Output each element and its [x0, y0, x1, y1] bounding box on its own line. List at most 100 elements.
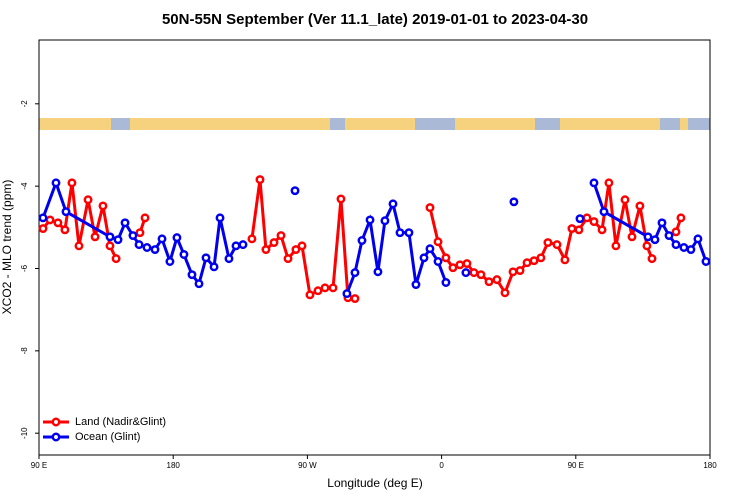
data-point: [313, 286, 323, 296]
data-point: [134, 240, 144, 250]
y-tick-label: -6: [20, 264, 29, 272]
data-point: [209, 262, 219, 272]
data-point: [469, 268, 479, 278]
land-ocean-strip: [39, 118, 710, 130]
data-point: [455, 260, 465, 270]
data-point: [38, 213, 48, 223]
data-point: [657, 218, 667, 228]
data-point: [529, 256, 539, 266]
data-point: [582, 213, 592, 223]
legend-label: Ocean (Glint): [75, 431, 140, 443]
data-point: [476, 270, 486, 280]
data-point: [441, 278, 451, 287]
data-point: [297, 241, 307, 251]
data-point: [567, 224, 577, 234]
data-point: [224, 254, 234, 264]
data-point: [589, 217, 599, 227]
data-point: [508, 267, 518, 277]
data-point: [448, 263, 458, 273]
data-point: [113, 235, 123, 245]
data-point: [433, 237, 443, 247]
data-point: [51, 178, 61, 188]
chart-title: 50N-55N September (Ver 11.1_late) 2019-0…: [162, 11, 588, 28]
data-point: [320, 283, 330, 293]
data-point: [676, 213, 686, 223]
plot-layer: 90 E 180 90 W 0 90 E 180 -10 -8 -6 -4 -2 Land (Nadi…: [20, 100, 717, 470]
data-point: [45, 215, 55, 225]
data-point: [255, 175, 265, 185]
data-point: [693, 234, 703, 244]
y-axis-label: XCO2 - MLO trend (ppm): [0, 180, 14, 315]
data-point: [574, 225, 584, 235]
data-point: [269, 238, 279, 248]
data-point: [509, 197, 519, 207]
data-point: [642, 241, 652, 251]
data-point: [283, 254, 293, 264]
data-point: [120, 218, 130, 228]
data-point: [671, 227, 681, 237]
y-tick-label: -10: [20, 427, 29, 439]
data-point: [247, 234, 257, 244]
data-point: [336, 194, 346, 204]
x-tick-label: 90 W: [298, 461, 317, 470]
data-point: [187, 270, 197, 280]
data-point: [500, 288, 510, 298]
data-point: [90, 232, 100, 242]
data-point: [194, 279, 204, 289]
data-point: [650, 235, 660, 245]
data-point: [83, 195, 93, 205]
y-tick-label: -8: [20, 347, 29, 355]
data-point: [172, 233, 182, 243]
data-point: [67, 178, 77, 188]
data-point: [350, 294, 360, 304]
data-point: [589, 178, 599, 188]
data-point: [395, 228, 405, 238]
data-point: [140, 213, 150, 223]
data-point: [419, 253, 429, 263]
data-point: [635, 201, 645, 211]
data-point: [231, 241, 241, 251]
data-point: [552, 240, 562, 250]
data-point: [135, 228, 145, 238]
data-point: [373, 267, 383, 277]
y-tick-label: -2: [20, 100, 29, 108]
data-point: [686, 245, 696, 255]
x-tick-label: 90 E: [568, 461, 584, 470]
data-point: [157, 234, 167, 244]
data-point: [425, 244, 435, 254]
data-point: [142, 243, 152, 252]
data-point: [350, 268, 360, 278]
data-point: [201, 253, 211, 263]
plot-frame: [38, 39, 711, 456]
data-point: [462, 259, 472, 269]
data-point: [664, 231, 674, 241]
data-point: [461, 268, 471, 278]
data-point: [291, 245, 301, 255]
data-point: [105, 241, 115, 251]
data-point: [179, 250, 189, 259]
data-point: [60, 225, 70, 235]
data-point: [98, 201, 108, 211]
data-point: [38, 224, 48, 234]
data-point: [215, 213, 225, 223]
data-point: [365, 215, 375, 225]
data-point: [627, 232, 637, 242]
legend-label: Land (Nadir&Glint): [75, 416, 166, 428]
data-point: [128, 231, 138, 241]
data-point: [611, 241, 621, 251]
data-point: [380, 216, 390, 226]
data-point: [599, 207, 609, 217]
data-point: [411, 280, 421, 290]
data-point: [105, 232, 115, 242]
data-point: [61, 207, 71, 217]
data-point: [53, 218, 63, 228]
data-point: [575, 214, 585, 224]
data-point: [522, 258, 532, 268]
data-point: [560, 255, 570, 265]
series-line: [428, 182, 654, 297]
data-point: [701, 257, 711, 266]
legend-marker: [51, 432, 61, 442]
data-point: [647, 254, 657, 264]
data-point: [433, 257, 443, 266]
